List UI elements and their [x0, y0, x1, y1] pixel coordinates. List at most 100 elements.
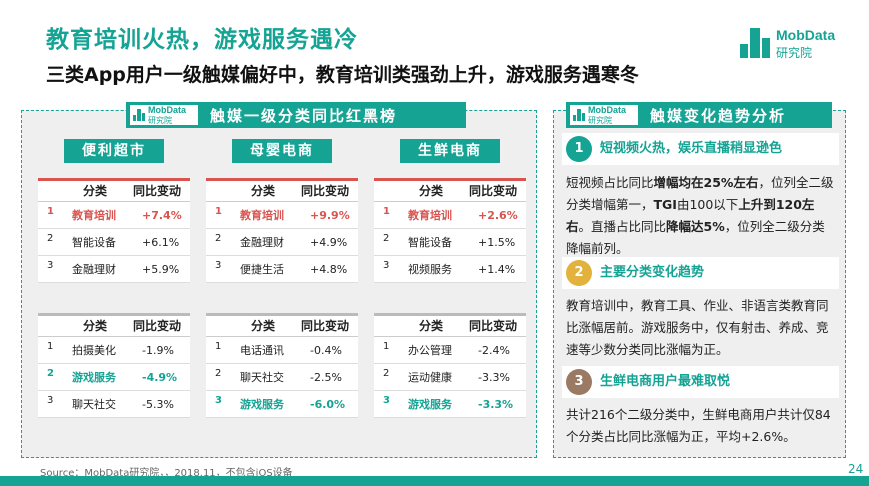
panel-logo-brand: MobData: [588, 105, 626, 115]
emphasis-text: TGI: [653, 197, 677, 212]
change-value: +5.9%: [142, 263, 180, 276]
red-list-table: 分类 同比变动 1 教育培训 +2.6% 2 智能设备 +1.5% 3 视频服务 +1.4%: [374, 178, 526, 283]
table-header: 分类 同比变动: [206, 178, 358, 202]
body-text: 短视频占比同比: [566, 175, 654, 190]
body-text: ，位列全二级分类增幅第一，: [566, 175, 834, 212]
category-name: 游戏服务: [408, 398, 452, 411]
column-header-change: 同比变动: [301, 319, 350, 333]
rank-number: 2: [215, 368, 222, 379]
body-text: 教育培训中，教育工具、作业、非语言类教育同比涨幅居前。游戏服务中，仅有射击、养成…: [566, 298, 829, 357]
section-header: 3 生鲜电商用户最难取悦: [562, 366, 839, 398]
table-row: 2 运动健康 -3.3%: [374, 364, 526, 391]
category-name: 金融理财: [240, 236, 284, 249]
table-row: 1 教育培训 +2.6%: [374, 202, 526, 229]
rank-number: 2: [383, 233, 390, 244]
table-row: 3 聊天社交 -5.3%: [38, 391, 190, 418]
column-header-category: 分类: [419, 319, 444, 333]
category-name: 教育培训: [408, 209, 452, 222]
change-value: -4.9%: [142, 371, 178, 384]
rank-number: 2: [47, 368, 54, 379]
rank-number: 3: [383, 395, 390, 406]
category-name: 教育培训: [72, 209, 116, 222]
logo-bars-icon: [573, 109, 585, 121]
section-title: 短视频火热，娱乐直播稍显逊色: [600, 141, 783, 156]
red-list-table: 分类 同比变动 1 教育培训 +7.4% 2 智能设备 +6.1% 3 金融理财 +5.9%: [38, 178, 190, 283]
logo-bars-icon: [740, 28, 772, 58]
change-value: -2.5%: [310, 371, 342, 384]
table-row: 3 游戏服务 -6.0%: [206, 391, 358, 418]
logo-brand-sub: 研究院: [776, 46, 813, 60]
left-panel-title: 触媒一级分类同比红黑榜: [210, 107, 398, 125]
rank-number: 3: [383, 260, 390, 271]
emphasis-text: 增幅均在25%左右: [653, 175, 759, 190]
rank-number: 1: [47, 206, 54, 217]
column-header-category: 分类: [419, 184, 444, 198]
table-header: 分类 同比变动: [38, 178, 190, 202]
section-number-badge: 1: [566, 136, 592, 162]
category-name: 运动健康: [408, 371, 452, 384]
black-list-table: 分类 同比变动 1 电话通讯 -0.4% 2 聊天社交 -2.5% 3 游戏服务 -6.0%: [206, 313, 358, 418]
change-value: +2.6%: [478, 209, 518, 222]
category-name: 游戏服务: [240, 398, 284, 411]
section-body: 共计216个二级分类中，生鲜电商用户共计仅84个分类占比同比涨幅为正，平均+2.…: [566, 404, 836, 448]
category-name: 智能设备: [72, 236, 116, 249]
body-text: 。直播占比同比: [578, 219, 667, 234]
change-value: -3.3%: [478, 371, 510, 384]
rank-number: 1: [215, 341, 222, 352]
rank-number: 3: [215, 395, 222, 406]
table-row: 3 金融理财 +5.9%: [38, 256, 190, 283]
table-header: 分类 同比变动: [374, 313, 526, 337]
body-text: ，位列全二级分类降幅前列。: [566, 219, 825, 256]
change-value: +1.5%: [478, 236, 516, 249]
rank-number: 2: [383, 368, 390, 379]
change-value: +7.4%: [142, 209, 182, 222]
table-row: 2 金融理财 +4.9%: [206, 229, 358, 256]
black-list-table: 分类 同比变动 1 拍摄美化 -1.9% 2 游戏服务 -4.9% 3 聊天社交 -5.3%: [38, 313, 190, 418]
panel-logo-sub: 研究院: [148, 116, 172, 125]
column-header-change: 同比变动: [469, 319, 518, 333]
page-title: 教育培训火热，游戏服务遇冷: [46, 27, 358, 53]
body-text: 由100以下: [676, 197, 739, 212]
section-title: 主要分类变化趋势: [600, 265, 705, 280]
category-name: 金融理财: [72, 263, 116, 276]
rank-number: 3: [215, 260, 222, 271]
table-row: 1 教育培训 +7.4%: [38, 202, 190, 229]
table-header: 分类 同比变动: [38, 313, 190, 337]
panel-logo-sub: 研究院: [588, 116, 612, 125]
column-header-category: 分类: [83, 184, 108, 198]
mobdata-logo: MobData 研究院: [740, 26, 850, 62]
section-number-badge: 3: [566, 369, 592, 395]
table-row: 2 聊天社交 -2.5%: [206, 364, 358, 391]
table-row: 1 教育培训 +9.9%: [206, 202, 358, 229]
change-value: +4.9%: [310, 236, 348, 249]
panel-logo: MobData 研究院: [570, 105, 638, 125]
category-label: 生鲜电商: [400, 139, 500, 163]
rank-number: 1: [383, 206, 390, 217]
panel-logo-brand: MobData: [148, 105, 186, 115]
change-value: -3.3%: [478, 398, 514, 411]
red-list-table: 分类 同比变动 1 教育培训 +9.9% 2 金融理财 +4.9% 3 便捷生活 +4.8%: [206, 178, 358, 283]
column-header-change: 同比变动: [469, 184, 518, 198]
category-name: 视频服务: [408, 263, 452, 276]
change-value: -5.3%: [142, 398, 174, 411]
category-name: 便捷生活: [240, 263, 284, 276]
rank-number: 2: [47, 233, 54, 244]
column-header-category: 分类: [83, 319, 108, 333]
column-header-category: 分类: [251, 319, 276, 333]
change-value: -2.4%: [478, 344, 510, 357]
rank-number: 1: [383, 341, 390, 352]
section-header: 2 主要分类变化趋势: [562, 257, 839, 289]
change-value: +6.1%: [142, 236, 180, 249]
table-row: 2 智能设备 +1.5%: [374, 229, 526, 256]
panel-logo: MobData 研究院: [130, 105, 198, 125]
emphasis-text: 上升到120左右: [566, 197, 815, 234]
column-header-change: 同比变动: [133, 184, 182, 198]
column-header-change: 同比变动: [301, 184, 350, 198]
change-value: +9.9%: [310, 209, 350, 222]
rank-number: 1: [47, 341, 54, 352]
category-label: 便利超市: [64, 139, 164, 163]
table-header: 分类 同比变动: [374, 178, 526, 202]
bottom-bar: [0, 476, 869, 486]
emphasis-text: 降幅达5%: [666, 219, 725, 234]
change-value: -1.9%: [142, 344, 174, 357]
